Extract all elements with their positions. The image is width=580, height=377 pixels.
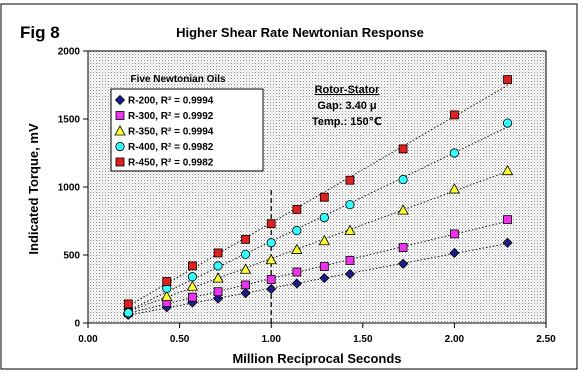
y-tick-label: 500	[63, 251, 80, 262]
point-r-200-4	[240, 288, 251, 299]
point-r-450-5	[266, 219, 276, 229]
point-r-300-10	[449, 229, 459, 239]
point-r-200-7	[319, 273, 330, 284]
point-r-300-5	[266, 275, 276, 284]
x-tick-label: 1.50	[353, 334, 373, 345]
point-r-450-7	[319, 192, 329, 202]
y-tick-label: 1000	[58, 183, 81, 194]
annotation: Rotor-Stator Gap: 3.40 μ Temp.: 150℃	[312, 84, 382, 128]
point-r-400-4	[240, 249, 251, 259]
y-axis-label: Indicated Torque, mV	[26, 123, 41, 255]
annotation-line-temp: Temp.: 150℃	[312, 116, 382, 128]
legend-marker-r-350	[114, 125, 126, 136]
point-r-200-9	[398, 258, 409, 269]
legend: Five Newtonian Oils R-200, R² = 0.9994 R-…	[110, 74, 264, 172]
point-r-350-8	[344, 224, 356, 235]
figure-label: Fig 8	[20, 23, 60, 42]
point-r-450-3	[213, 248, 223, 258]
x-axis-label: Million Reciprocal Seconds	[232, 351, 401, 366]
point-r-300-9	[398, 243, 408, 252]
x-tick-label: 0.50	[170, 334, 190, 345]
point-r-400-10	[449, 148, 459, 158]
point-r-400-8	[345, 200, 355, 210]
y-tick-label: 2000	[58, 47, 81, 58]
point-r-450-0	[123, 299, 133, 309]
legend-label-r-200: R-200, R² = 0.9994	[128, 96, 214, 107]
point-r-200-6	[291, 278, 302, 289]
point-r-450-11	[503, 75, 512, 84]
point-r-450-10	[449, 110, 459, 120]
legend-marker-r-450	[115, 157, 125, 167]
point-r-300-11	[503, 215, 512, 225]
point-r-400-3	[213, 261, 223, 271]
point-r-400-0	[123, 308, 133, 318]
point-r-450-1	[162, 277, 172, 286]
point-r-350-9	[397, 204, 409, 215]
chart-title: Higher Shear Rate Newtonian Response	[176, 25, 424, 40]
point-r-350-7	[318, 234, 331, 246]
point-r-200-8	[344, 268, 356, 280]
x-tick-label: 2.50	[536, 334, 556, 345]
point-r-350-6	[291, 243, 303, 254]
legend-marker-r-300	[115, 111, 125, 120]
annotation-line-gap: Gap: 3.40 μ	[317, 100, 376, 112]
x-tick-label: 2.00	[445, 334, 465, 345]
point-r-300-6	[292, 267, 302, 277]
point-r-350-11	[501, 164, 514, 176]
point-r-350-5	[265, 253, 277, 265]
point-r-200-3	[213, 293, 224, 304]
point-r-450-2	[188, 261, 197, 271]
point-r-400-2	[187, 272, 198, 282]
legend-label-r-450: R-450, R² = 0.9982	[128, 158, 214, 169]
legend-marker-r-400	[115, 141, 125, 152]
y-tick-label: 0	[74, 319, 80, 330]
point-r-400-5	[266, 238, 276, 248]
annotation-heading: Rotor-Stator	[315, 84, 380, 96]
point-r-300-7	[319, 262, 329, 271]
y-tick-label: 1500	[58, 115, 81, 126]
legend-box	[110, 88, 264, 172]
point-r-350-10	[448, 183, 461, 194]
point-r-200-5	[266, 283, 277, 295]
point-r-300-2	[188, 292, 197, 302]
point-r-300-4	[241, 280, 250, 290]
point-r-350-3	[212, 272, 224, 283]
legend-label-r-400: R-400, R² = 0.9982	[128, 142, 214, 153]
legend-title: Five Newtonian Oils	[130, 74, 225, 85]
point-r-450-4	[241, 234, 250, 244]
legend-label-r-300: R-300, R² = 0.9992	[128, 111, 214, 122]
point-r-400-11	[502, 118, 513, 128]
axes: 0.00 0.50 1.00 1.50 2.00 2.50 0 500 1000 1500 2000	[58, 47, 556, 346]
point-r-400-7	[319, 213, 329, 223]
point-r-200-10	[449, 247, 460, 259]
x-tick-label: 0.00	[78, 334, 98, 345]
point-r-350-1	[161, 290, 173, 301]
point-r-450-9	[398, 144, 408, 154]
point-r-300-8	[345, 256, 355, 265]
x-tick-label: 1.00	[261, 334, 281, 345]
point-r-200-11	[502, 237, 513, 248]
point-r-450-6	[292, 205, 302, 214]
point-r-400-9	[398, 174, 408, 185]
point-r-400-6	[292, 225, 302, 236]
data-points	[122, 75, 514, 320]
legend-marker-r-200	[114, 94, 126, 106]
point-r-450-8	[345, 175, 355, 185]
legend-label-r-350: R-350, R² = 0.9994	[128, 127, 214, 138]
point-r-350-4	[239, 263, 252, 274]
point-r-350-2	[186, 280, 199, 291]
point-r-300-3	[213, 287, 223, 297]
